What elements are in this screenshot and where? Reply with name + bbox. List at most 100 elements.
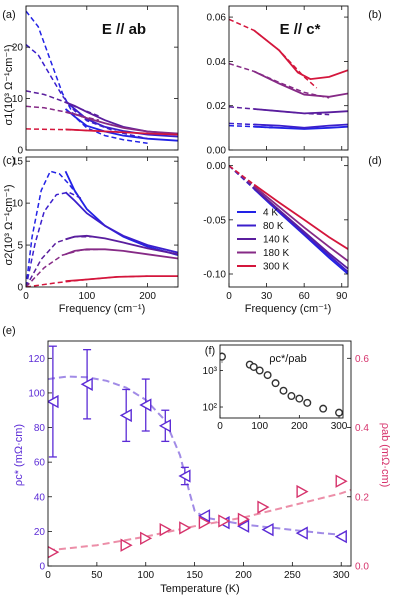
annotation-E-c: E // c* xyxy=(280,21,321,38)
ratio-point xyxy=(303,398,312,407)
rho-ab-point xyxy=(48,545,60,559)
series-300 K-drude-fit xyxy=(26,275,148,287)
series-300 K-data xyxy=(65,275,178,282)
xaxis-c-tick-label: 100 xyxy=(78,291,95,302)
rho-c-point xyxy=(80,377,93,391)
series-80 K-data xyxy=(64,100,178,138)
yaxis-d-tick-label: -0.10 xyxy=(203,270,226,281)
yaxis-left-e-tick-label: 0 xyxy=(39,562,45,573)
data-lines-layer xyxy=(26,10,351,559)
rho-ab-fit-line xyxy=(48,488,351,552)
yaxis-d-tick-label: 0.00 xyxy=(207,161,227,172)
yaxis-left-e-tick-label: 60 xyxy=(34,458,46,469)
xaxis-f-tick-label: 200 xyxy=(291,421,308,432)
series-80 K-drude-fit xyxy=(26,191,82,287)
series-4 K-drude-fit xyxy=(26,170,82,287)
panel-label-b: (b) xyxy=(368,9,381,21)
yaxis-right-e-tick-label: 0.6 xyxy=(355,354,369,365)
yaxis-c-tick-label: 15 xyxy=(12,157,24,168)
xlabel-frequency-d: Frequency (cm⁻¹) xyxy=(245,303,332,315)
axes-frame-(a) xyxy=(25,5,179,151)
plot-area-(b) xyxy=(229,18,348,130)
xaxis-e-tick-label: 250 xyxy=(284,570,301,581)
rho-c-point xyxy=(197,509,211,523)
rho-ab-point xyxy=(198,516,211,530)
xaxis-f-tick-label: 300 xyxy=(331,421,348,432)
yaxis-a-tick-label: 20 xyxy=(12,43,24,54)
rho-ab-point xyxy=(140,531,153,545)
rho-ab-point xyxy=(237,512,250,526)
yaxis-left-e-tick-label: 120 xyxy=(28,354,45,365)
rho-c-point xyxy=(295,526,308,540)
ratio-point xyxy=(220,352,226,361)
rho-ab-point xyxy=(296,484,309,499)
xaxis-e-tick-label: 50 xyxy=(91,570,103,581)
yaxis-left-e-tick-label: 80 xyxy=(34,423,46,434)
rho-c-point xyxy=(261,522,274,537)
rho-c-point xyxy=(334,529,347,544)
xaxis-d-tick-label: 30 xyxy=(261,291,273,302)
ratio-point xyxy=(319,404,328,413)
ratio-point xyxy=(249,362,258,371)
series-140 K-data xyxy=(65,101,178,135)
xaxis-f-tick-label: 0 xyxy=(217,421,223,432)
plot-area-(a) xyxy=(26,10,178,145)
axes-frame-(c) xyxy=(25,156,179,288)
xaxis-e-tick-label: 300 xyxy=(333,570,350,581)
series-180 K-drude-fit xyxy=(26,248,100,287)
yaxis-right-e-tick-label: 0.2 xyxy=(355,492,369,503)
xlabel-temperature: Temperature (K) xyxy=(160,583,239,595)
rho-ab-point xyxy=(218,514,231,528)
rho-c-point xyxy=(48,394,59,409)
axes-frame-(d) xyxy=(228,156,349,288)
series-140 K-data xyxy=(253,187,348,270)
xaxis-c-tick-label: 0 xyxy=(23,291,29,302)
rho-c-point xyxy=(158,419,171,433)
series-180 K-data xyxy=(253,70,348,98)
xaxis-d-tick-label: 90 xyxy=(336,291,348,302)
axes-frame-(b) xyxy=(228,5,349,151)
rho-ab-point xyxy=(335,474,348,488)
ylabel-rho-ab: ρab (mΩ·cm) xyxy=(379,423,391,488)
rho-c-point xyxy=(237,519,250,533)
inset-title-ratio: ρc*/ρab xyxy=(269,353,307,365)
yaxis-c-tick-label: 10 xyxy=(12,199,24,210)
yaxis-c-tick-label: 0 xyxy=(17,283,23,294)
yaxis-left-e-tick-label: 40 xyxy=(34,492,46,503)
xaxis-c-tick-label: 200 xyxy=(139,291,156,302)
series-300 K-data xyxy=(253,183,348,250)
rho-c-point xyxy=(139,398,152,412)
yaxis-b-tick-label: 0.00 xyxy=(207,146,227,157)
annotation-E-ab: E // ab xyxy=(102,21,146,38)
xlabel-frequency-c: Frequency (cm⁻¹) xyxy=(59,303,146,315)
legend-label-140 K: 140 K xyxy=(263,235,289,246)
plot-area-(d) xyxy=(229,165,348,275)
xaxis-e-tick-label: 100 xyxy=(137,570,154,581)
xaxis-e-tick-label: 150 xyxy=(186,570,203,581)
series-180 K-data xyxy=(65,111,178,135)
ylabel-rho-c: ρc* (mΩ·cm) xyxy=(13,424,25,486)
yaxis-b-tick-label: 0.06 xyxy=(207,13,227,24)
ratio-point xyxy=(287,392,296,401)
yaxis-c-tick-label: 5 xyxy=(17,241,23,252)
legend-label-180 K: 180 K xyxy=(263,248,289,259)
axes-frame-f xyxy=(219,344,344,419)
xaxis-e-tick-label: 200 xyxy=(235,570,252,581)
xaxis-e-tick-label: 0 xyxy=(45,570,51,581)
yaxis-left-e-tick-label: 20 xyxy=(34,527,46,538)
series-140 K-data xyxy=(254,108,348,115)
xaxis-d-tick-label: 0 xyxy=(226,291,232,302)
ratio-point xyxy=(295,394,304,403)
series-180 K-data xyxy=(65,248,178,260)
series-80 K-data xyxy=(64,191,178,254)
legend-label-80 K: 80 K xyxy=(263,221,284,232)
rho-c-point xyxy=(178,469,191,483)
rho-c-point xyxy=(119,408,132,423)
ratio-point xyxy=(263,371,272,380)
rho-ab-point xyxy=(120,538,133,552)
series-180 K-data xyxy=(253,185,348,262)
plot-area-(c) xyxy=(26,170,178,287)
yaxis-b-tick-label: 0.02 xyxy=(207,101,227,112)
ratio-point xyxy=(279,386,288,395)
